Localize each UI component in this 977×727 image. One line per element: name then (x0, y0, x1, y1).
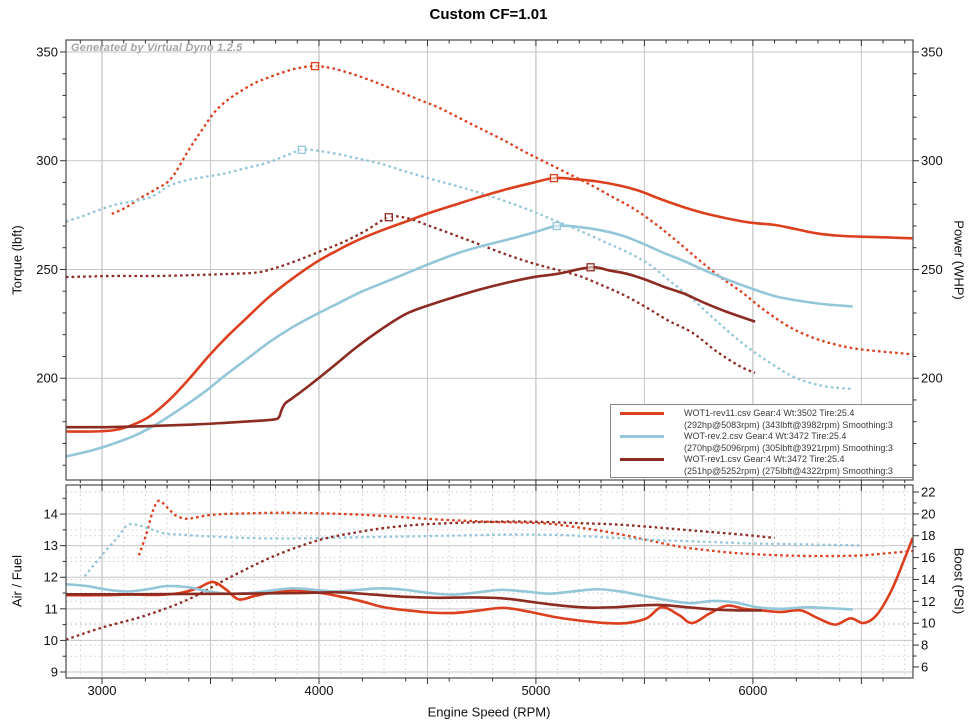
boost-tick-label: 18 (921, 528, 935, 543)
curve-WOT-rev1-power (66, 265, 756, 429)
legend-run-stats: (251hp@5252rpm) (275lbft@4322rpm) Smooth… (684, 465, 893, 476)
torque-tick-label: 350 (36, 44, 58, 59)
top-panel: 350 300 250 200 350 300 250 200 (36, 39, 943, 485)
peak-marker (549, 173, 559, 183)
x-tick-label: 6000 (738, 683, 767, 698)
bottom-plot-border (65, 484, 914, 679)
boost-tick-label: 20 (921, 506, 935, 521)
boost-tick-label: 10 (921, 616, 935, 631)
legend: WOT1-rev11.csv Gear:4 Wt:3502 Tire:25.4 … (610, 404, 913, 478)
curve-WOT1-rev11-afr (66, 537, 913, 626)
top-plot-border (65, 39, 914, 481)
x-axis-title: Engine Speed (RPM) (427, 704, 551, 720)
afr-axis-title: Air / Fuel (9, 554, 25, 608)
curve-WOT-rev2-power (66, 224, 853, 458)
legend-entry: WOT-rev1.csv Gear:4 Wt:3472 Tire:25.4 (2… (620, 454, 912, 477)
power-tick-label: 250 (921, 262, 943, 277)
curve-WOT1-rev11-boost (137, 499, 913, 558)
curve-WOT1-rev11-power (66, 176, 913, 433)
darkred-line-swatch (620, 458, 664, 461)
blue-line-swatch (620, 435, 664, 438)
curve-WOT-rev1-afr (66, 591, 762, 612)
afr-tick-label: 14 (44, 507, 58, 522)
torque-tick-label: 200 (36, 371, 58, 386)
legend-entry: WOT-rev.2.csv Gear:4 Wt:3472 Tire:25.4 (… (620, 431, 912, 454)
x-tick-label: 4000 (305, 683, 334, 698)
afr-tick-label: 10 (44, 633, 58, 648)
curve-WOT-rev1-boost (66, 520, 775, 641)
bottom-panel: 14 13 12 11 10 9 22 20 18 16 14 12 10 8 6 3000 4000 5000 6… (44, 484, 935, 698)
peak-marker (552, 221, 561, 231)
power-axis-title: Power (WHP) (951, 220, 967, 300)
power-tick-label: 350 (921, 44, 943, 59)
x-tick-label: 3000 (88, 683, 117, 698)
red-line-swatch (620, 412, 664, 415)
x-tick-label: 5000 (521, 683, 550, 698)
afr-tick-label: 12 (44, 570, 58, 585)
torque-tick-label: 250 (36, 262, 58, 277)
curve-WOT-rev2-boost (83, 522, 862, 577)
boost-tick-label: 6 (921, 659, 928, 674)
boost-tick-label: 12 (921, 594, 935, 609)
peak-marker (586, 263, 595, 272)
boost-tick-label: 22 (921, 484, 935, 499)
curve-WOT-rev2-afr (66, 582, 853, 611)
boost-tick-label: 8 (921, 638, 928, 653)
legend-run-name: WOT-rev1.csv Gear:4 Wt:3472 Tire:25.4 (684, 454, 845, 464)
torque-axis-title: Torque (lbft) (9, 225, 25, 295)
peak-marker (384, 213, 393, 222)
power-tick-label: 200 (921, 371, 943, 386)
power-tick-label: 300 (921, 153, 943, 168)
boost-tick-label: 14 (921, 572, 935, 587)
boost-tick-label: 16 (921, 550, 935, 565)
legend-entry: WOT1-rev11.csv Gear:4 Wt:3502 Tire:25.4 … (620, 408, 912, 431)
legend-run-stats: (292hp@5083rpm) (343lbft@3982rpm) Smooth… (684, 419, 893, 430)
curve-WOT1-rev11-torque (111, 64, 913, 356)
boost-axis-title: Boost (PSI) (951, 547, 967, 615)
legend-run-name: WOT1-rev11.csv Gear:4 Wt:3502 Tire:25.4 (684, 408, 855, 418)
torque-tick-label: 300 (36, 153, 58, 168)
legend-run-stats: (270hp@5096rpm) (305lbft@3921rpm) Smooth… (684, 442, 893, 453)
watermark: Generated by Virtual Dyno 1.2.5 (71, 42, 243, 54)
afr-tick-label: 13 (44, 538, 58, 553)
afr-tick-label: 11 (45, 601, 59, 616)
afr-tick-label: 9 (51, 664, 58, 679)
curve-WOT-rev1-torque (66, 215, 756, 374)
peak-marker (297, 145, 306, 154)
peak-marker (310, 61, 320, 71)
chart-title: Custom CF=1.01 (429, 6, 548, 23)
legend-run-name: WOT-rev.2.csv Gear:4 Wt:3472 Tire:25.4 (684, 431, 847, 441)
